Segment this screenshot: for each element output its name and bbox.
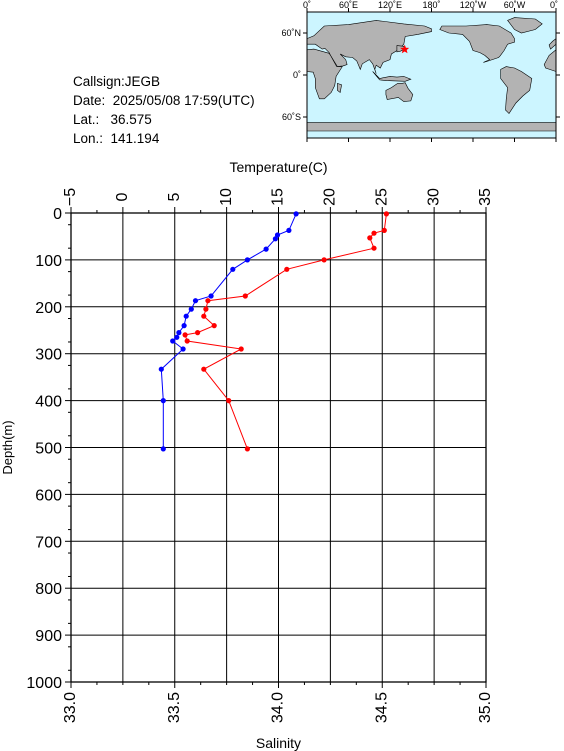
map-lat-label: 60˚N [281, 28, 301, 38]
map-landmass-11 [372, 71, 412, 82]
series-line-salinity [184, 213, 387, 450]
salinity-point [244, 446, 250, 452]
salinity-point [367, 235, 373, 241]
top-axis-tick-label: 10 [218, 188, 235, 206]
map-landmass-10 [396, 45, 405, 53]
salinity-point [203, 306, 209, 312]
temperature-point [230, 266, 236, 272]
y-tick-label: 100 [35, 253, 62, 270]
map-lat-label: 0˚ [293, 70, 301, 80]
bottom-axis-tick-label: 35.0 [477, 692, 494, 723]
top-axis-tick-label: 0 [114, 192, 131, 201]
salinity-point [242, 293, 248, 299]
lat-text: Lat.: 36.575 [73, 112, 152, 127]
bottom-axis-tick-label: 33.5 [166, 692, 183, 723]
temperature-point [263, 246, 269, 252]
bottom-axis-tick-label: 34.0 [270, 692, 287, 723]
series-line-temperature [160, 213, 297, 449]
callsign-text: Callsign:JEGB [73, 74, 161, 89]
salinity-point [226, 398, 232, 404]
salinity-point [371, 230, 377, 236]
top-axis-tick-label: 30 [425, 188, 442, 206]
y-tick-label: 700 [35, 534, 62, 551]
map-landmass-4 [500, 66, 533, 114]
map-lon-label: 60˚W [504, 0, 526, 10]
map-landmass-2 [385, 82, 414, 102]
top-axis-tick-label: 25 [373, 188, 390, 206]
temperature-point [170, 338, 176, 344]
map-lon-label: 60˚E [339, 0, 358, 10]
temperature-point [192, 298, 199, 304]
y-tick-label: 500 [35, 441, 62, 458]
map-lat-label: 60˚S [282, 112, 301, 122]
salinity-point [201, 313, 207, 319]
top-axis-tick-label: 35 [477, 188, 494, 206]
top-axis-tick-label: 15 [270, 188, 287, 206]
map-landmass-1 [306, 48, 343, 100]
map-lon-label: 120˚E [378, 0, 402, 10]
temperature-point [244, 257, 250, 263]
lon-text: Lon.: 141.194 [73, 131, 160, 146]
top-axis-tick-label: 20 [322, 188, 339, 206]
temperature-point [180, 346, 186, 352]
y-tick-label: 200 [35, 300, 62, 317]
map-lon-label: 0˚ [303, 0, 311, 10]
temperature-point [188, 306, 194, 312]
bottom-axis-tick-label: 34.5 [373, 692, 390, 723]
salinity-point [238, 346, 244, 352]
salinity-point [195, 330, 201, 336]
top-axis-label: Temperature(C) [229, 159, 327, 175]
temperature-point [286, 227, 292, 233]
y-tick-label: 800 [35, 581, 62, 598]
bottom-axis-tick-label: 33.0 [62, 692, 79, 723]
salinity-point [383, 211, 389, 217]
temperature-point [158, 366, 164, 372]
temperature-point [272, 236, 278, 242]
y-tick-label: 600 [35, 487, 62, 504]
temperature-point [293, 211, 299, 217]
map-lon-label: 0˚ [550, 0, 558, 10]
temperature-point [274, 232, 281, 238]
temperature-point [174, 334, 180, 340]
salinity-point [381, 227, 387, 233]
y-tick-label: 900 [35, 628, 62, 645]
y-tick-label: 400 [35, 394, 62, 411]
salinity-point [371, 245, 377, 251]
temperature-point [176, 330, 182, 336]
temperature-point [208, 293, 214, 299]
temperature-point [181, 323, 187, 329]
salinity-point [205, 298, 211, 304]
salinity-point [321, 257, 327, 263]
temperature-point [160, 398, 166, 404]
salinity-point [201, 366, 207, 372]
salinity-point [184, 338, 190, 344]
temperature-point [183, 313, 189, 319]
salinity-point [284, 266, 290, 272]
station-location-marker [400, 44, 410, 54]
date-text: Date: 2025/05/08 17:59(UTC) [73, 93, 255, 108]
top-axis-tick-label: −5 [62, 188, 79, 206]
y-tick-label: 300 [35, 347, 62, 364]
y-tick-label: 0 [53, 206, 62, 223]
temperature-point [160, 446, 166, 452]
top-axis-tick-label: 5 [166, 192, 183, 201]
bottom-axis-label: Salinity [256, 735, 301, 751]
salinity-point [182, 332, 188, 338]
map-landmass-3 [439, 24, 515, 63]
y-axis-label: Depth(m) [0, 420, 15, 474]
map-landmass-9 [337, 82, 342, 94]
map-lon-label: 180˚ [422, 0, 440, 10]
map-lon-label: 120˚W [460, 0, 487, 10]
station-info: Callsign:JEGB Date: 2025/05/08 17:59(UTC… [73, 72, 255, 148]
y-tick-label: 1000 [26, 675, 62, 692]
salinity-point [211, 323, 217, 329]
map-landmass-5 [507, 17, 543, 34]
